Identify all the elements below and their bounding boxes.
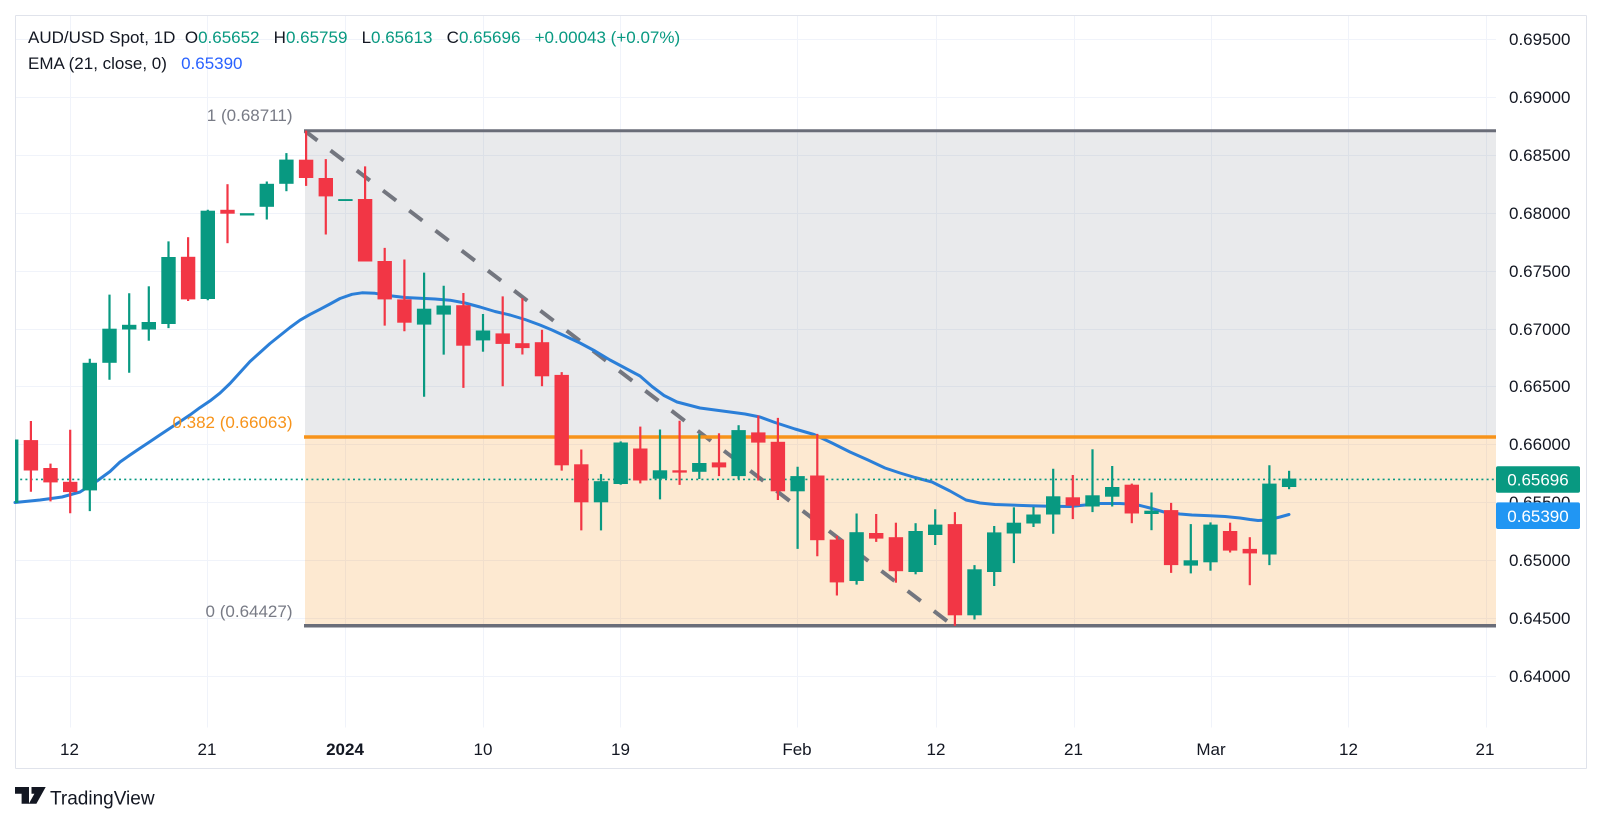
- svg-text:0.68000: 0.68000: [1509, 204, 1570, 223]
- svg-text:12: 12: [1339, 740, 1358, 759]
- svg-text:2024: 2024: [326, 740, 364, 759]
- svg-text:0.68500: 0.68500: [1509, 146, 1570, 165]
- svg-text:21: 21: [1476, 740, 1495, 759]
- svg-text:0.65696: 0.65696: [1507, 471, 1568, 490]
- svg-text:0.67500: 0.67500: [1509, 262, 1570, 281]
- svg-text:0.66500: 0.66500: [1509, 377, 1570, 396]
- svg-text:Feb: Feb: [782, 740, 811, 759]
- svg-text:0.64500: 0.64500: [1509, 609, 1570, 628]
- svg-text:TradingView: TradingView: [50, 789, 155, 810]
- svg-text:0.67000: 0.67000: [1509, 320, 1570, 339]
- svg-text:0.382 (0.66063): 0.382 (0.66063): [172, 413, 292, 432]
- svg-text:AUD/USD Spot, 1D O0.65652 H: AUD/USD Spot, 1D O0.65652 H0.65759 L0.65…: [28, 28, 680, 47]
- svg-text:12: 12: [60, 740, 79, 759]
- svg-text:19: 19: [611, 740, 630, 759]
- svg-text:1 (0.68711): 1 (0.68711): [207, 106, 293, 125]
- svg-text:21: 21: [198, 740, 217, 759]
- svg-text:12: 12: [927, 740, 946, 759]
- svg-text:10: 10: [474, 740, 493, 759]
- svg-text:0.69000: 0.69000: [1509, 88, 1570, 107]
- svg-text:0.69500: 0.69500: [1509, 30, 1570, 49]
- svg-text:0.64000: 0.64000: [1509, 667, 1570, 686]
- svg-text:0.65000: 0.65000: [1509, 551, 1570, 570]
- svg-text:Mar: Mar: [1196, 740, 1226, 759]
- svg-text:21: 21: [1064, 740, 1083, 759]
- svg-text:0 (0.64427): 0 (0.64427): [206, 602, 293, 621]
- svg-text:EMA (21, close, 0) 0.65390: EMA (21, close, 0) 0.65390: [28, 54, 243, 73]
- svg-text:0.66000: 0.66000: [1509, 435, 1570, 454]
- svg-text:0.65390: 0.65390: [1507, 507, 1568, 526]
